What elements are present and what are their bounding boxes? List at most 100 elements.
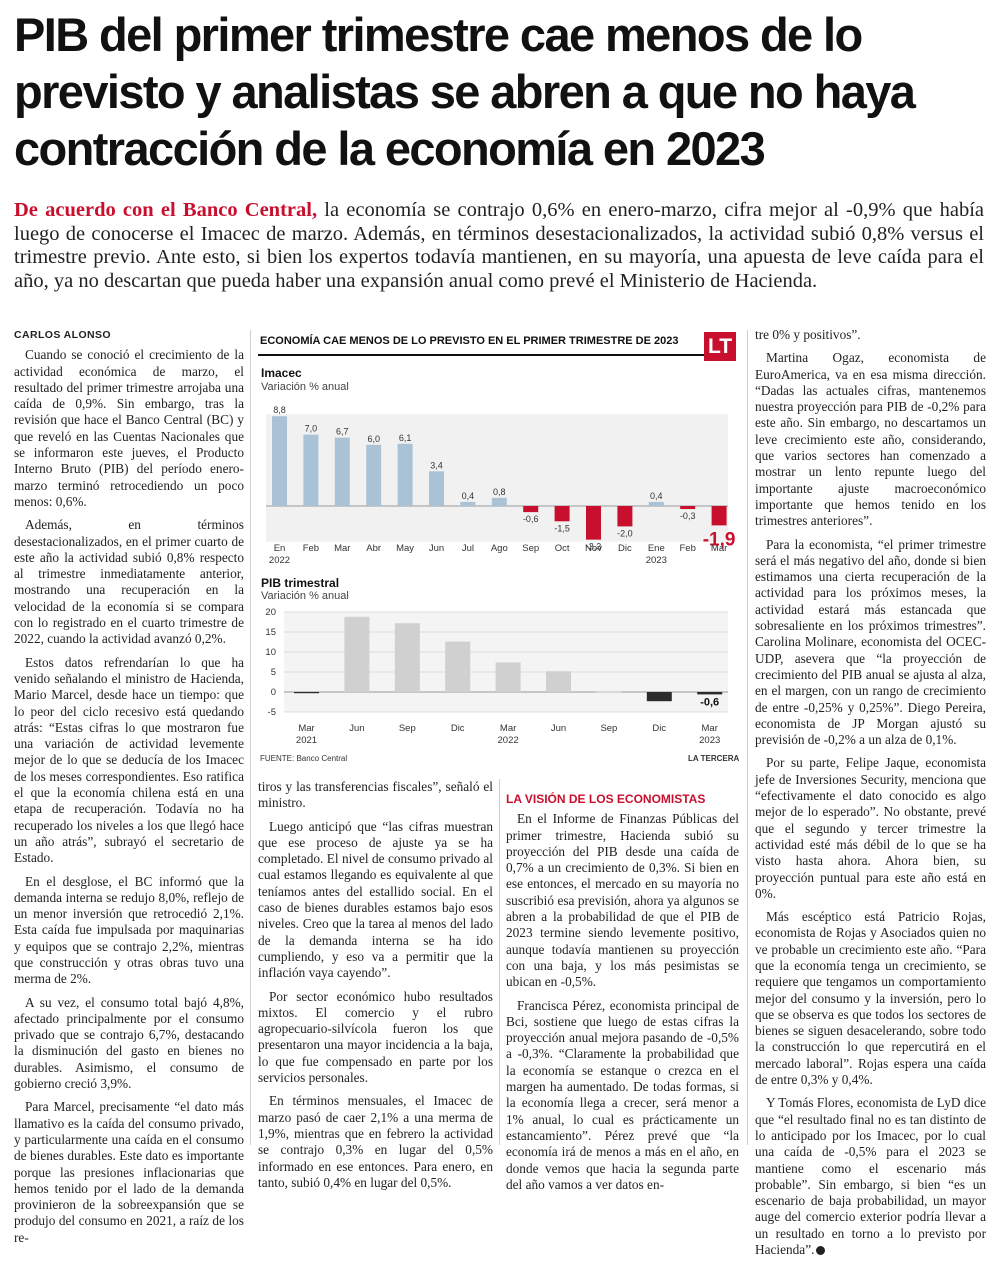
imacec-value-label: 0,4 [650,491,663,501]
chart-brand: LA TERCERA [688,754,740,763]
imacec-value-label: -1,9 [703,529,736,550]
la-tercera-logo: LT [704,332,736,361]
imacec-bar [272,416,287,506]
body-paragraph: Francisca Pérez, economista principal de… [506,997,739,1192]
body-paragraph: A su vez, el consumo total bajó 4,8%, af… [14,994,244,1092]
pib-quarter-label: Dic [652,723,666,734]
imacec-value-label: -2,0 [617,528,633,538]
pib-bar [394,623,420,692]
imacec-month-label: Dic [618,543,632,554]
imacec-month-label: Jul [462,543,474,554]
imacec-month-label: Abr [366,543,381,554]
imacec-value-label: 6,0 [367,434,380,444]
end-mark-icon [816,1246,826,1256]
pib-bar [344,616,370,692]
pib-bar [445,641,471,692]
imacec-value-label: -0,3 [680,511,696,521]
body-paragraph: En términos mensuales, el Imacec de marz… [258,1093,493,1190]
final-paragraph-text: Y Tomás Flores, economista de LyD dice q… [755,1095,986,1258]
body-paragraph: Luego anticipó que “las cifras muestran … [258,818,493,981]
imacec-month-label: May [396,543,414,554]
imacec-month-label: Jun [429,543,444,554]
pib-title: PIB trimestral [261,576,340,590]
pib-y-tick-label: 20 [265,607,276,618]
lead-text: la economía se contrajo 0,6% en enero-ma… [14,199,984,292]
imacec-value-label: 6,1 [399,433,412,443]
chart-title: ECONOMÍA CAE MENOS DE LO PREVISTO EN EL … [260,335,679,347]
imacec-bar [586,506,601,540]
article-column-1: CARLOS ALONSO Cuando se conoció el creci… [14,327,244,1253]
pib-quarter-label: Dic [451,723,465,734]
imacec-month-label: Nov [585,543,602,554]
imacec-bar [491,497,507,506]
imacec-bar [460,501,476,506]
pib-bar [294,692,319,694]
chart-source: FUENTE: Banco Central [260,754,348,763]
imacec-bar [523,506,539,513]
body-paragraph: Más escéptico está Patricio Rojas, econo… [755,909,986,1088]
pib-y-tick-label: 5 [271,667,276,678]
pib-quarter-label: Jun [349,723,364,734]
imacec-bar [397,443,413,506]
body-paragraph: tiros y las transferencias fiscales”, se… [258,779,493,811]
headline: PIB del primer trimestre cae menos de lo… [14,8,916,175]
pib-year-label: 2023 [699,735,720,746]
pib-bar [646,692,672,702]
imacec-month-label: Feb [303,543,319,554]
pib-bar [546,671,571,692]
article-column-2: tiros y las transferencias fiscales”, se… [258,779,493,1198]
byline: CARLOS ALONSO [14,329,111,341]
imacec-bar [648,501,664,506]
body-paragraph: En el Informe de Finanzas Públicas del p… [506,811,739,990]
imacec-month-label: Mar [711,543,727,554]
imacec-chart: 8,8 En 7,0 Feb 6,7 Mar 6,0 Abr 6,1 May 3,4 Jun 0,4 Ju… [266,405,736,566]
imacec-value-label: 3,4 [430,460,443,470]
pib-quarter-label: Mar [500,723,516,734]
pib-bar [495,662,521,692]
article-column-4: tre 0% y positivos”. Martina Ogaz, econo… [755,327,986,1265]
pib-year-label: 2022 [498,735,519,746]
pib-chart: 20 15 10 5 0 -5 Mar Jun Sep Dic Mar Jun Sep Dic -0,6 Ma… [265,607,728,746]
imacec-bar [554,506,570,522]
body-paragraph: Por sector económico hubo resultados mix… [258,988,493,1086]
pib-bar [596,691,622,693]
column-divider [499,779,500,1145]
section-subhead: LA VISIÓN DE LOS ECONOMISTAS [506,792,706,806]
body-paragraph: Para Marcel, precisamente “el dato más l… [14,1099,244,1245]
infographic: ECONOMÍA CAE MENOS DE LO PREVISTO EN EL … [258,330,740,765]
imacec-bar [366,444,382,506]
pib-y-tick-label: 10 [265,647,276,658]
imacec-bar [334,437,350,506]
imacec-value-label: 7,0 [305,424,318,434]
imacec-month-label: Ene [648,543,665,554]
pib-value-label: -0,6 [700,696,719,708]
imacec-bar [680,506,696,510]
imacec-title: Imacec [261,366,302,380]
body-paragraph: Y Tomás Flores, economista de LyD dice q… [755,1095,986,1258]
imacec-bar [303,434,319,506]
imacec-subtitle: Variación % anual [261,381,349,393]
body-paragraph: Por su parte, Felipe Jaque, economista j… [755,755,986,901]
pib-quarter-label: Sep [399,723,416,734]
pib-y-tick-label: 0 [271,687,276,698]
imacec-bar [711,506,727,526]
pib-y-tick-label: 15 [265,627,276,638]
pib-quarter-label: Mar [298,723,314,734]
imacec-bar [617,506,633,527]
pib-quarter-label: Sep [600,723,617,734]
pib-year-label: 2021 [296,735,317,746]
pib-quarter-label: Mar [702,723,718,734]
imacec-month-label: Sep [522,543,539,554]
body-paragraph: Cuando se conoció el crecimiento de la a… [14,347,244,509]
imacec-value-label: -0,6 [523,514,539,524]
article-column-3: LA VISIÓN DE LOS ECONOMISTAS En el Infor… [506,791,739,1200]
pib-quarter-label: Jun [551,723,566,734]
imacec-value-label: -3,3 [586,542,602,552]
pib-subtitle: Variación % anual [261,590,349,602]
body-paragraph: Martina Ogaz, economista de EuroAmerica,… [755,350,986,529]
imacec-month-label: Mar [334,543,350,554]
body-paragraph: En el desglose, el BC informó que la dem… [14,873,244,987]
imacec-value-label: -1,5 [554,523,570,533]
imacec-month-label: Ago [491,543,508,554]
body-paragraph: Además, en términos desestacionalizados,… [14,517,244,647]
